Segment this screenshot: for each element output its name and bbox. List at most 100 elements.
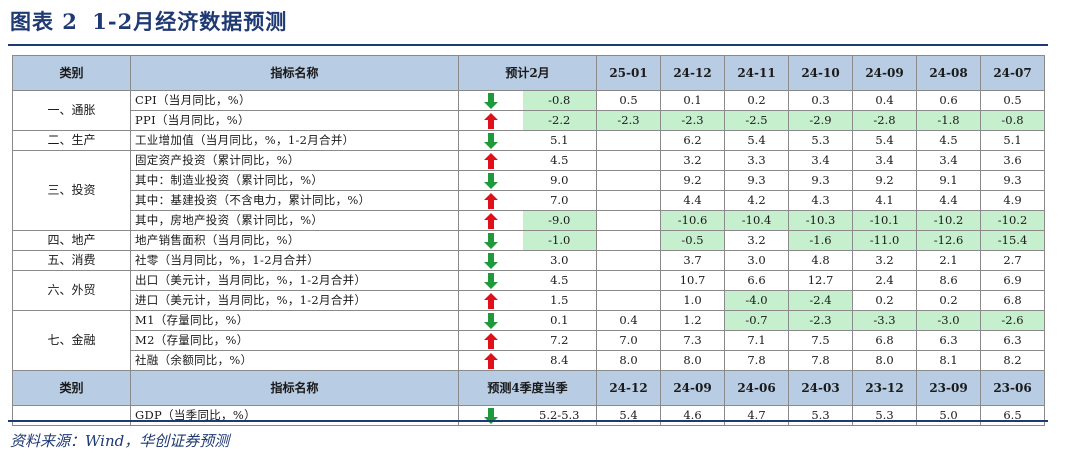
forecast-value: 3.0 — [522, 250, 598, 271]
arrow-down-icon — [483, 313, 498, 329]
arrow-up-icon — [483, 353, 498, 369]
history-value: 5.4 — [852, 130, 918, 151]
trend-arrow-cell — [458, 330, 523, 351]
history-value: -1.8 — [916, 110, 982, 131]
history-value: -10.4 — [724, 210, 790, 231]
history-value: 3.7 — [660, 250, 726, 271]
history-value: -10.6 — [660, 210, 726, 231]
source-note: 资料来源：Wind，华创证券预测 — [10, 432, 230, 450]
history-value: 5.4 — [724, 130, 790, 151]
history-value: -2.3 — [596, 110, 662, 131]
history-value: 5.0 — [916, 405, 982, 426]
table-row: 其中：制造业投资（累计同比，%） 9.0 9.2 9.3 9.3 9.2 9.1 9.3 — [13, 170, 1046, 191]
trend-arrow-cell — [458, 310, 523, 331]
header-period: 24-06 — [724, 370, 790, 406]
history-value: 0.5 — [596, 90, 662, 111]
history-value: 8.6 — [916, 270, 982, 291]
history-value: 4.3 — [788, 190, 854, 211]
table-row: 其中，房地产投资（累计同比，%） -9.0 -10.6 -10.4 -10.3 -10.1… — [13, 210, 1046, 231]
history-value: 7.3 — [660, 330, 726, 351]
history-value: -10.1 — [852, 210, 918, 231]
arrow-down-icon — [483, 133, 498, 149]
forecast-value: -1.0 — [522, 230, 598, 251]
history-value: 6.9 — [980, 270, 1046, 291]
row-indicator: M1（存量同比，%） — [130, 310, 459, 331]
header-period: 24-09 — [852, 55, 918, 91]
history-value: 4.8 — [788, 250, 854, 271]
header-period: 24-12 — [596, 370, 662, 406]
history-value — [596, 150, 662, 171]
forecast-value: 1.5 — [522, 290, 598, 311]
row-category: 四、地产 — [12, 230, 131, 251]
history-value: -2.6 — [980, 310, 1046, 331]
history-value — [596, 250, 662, 271]
history-value: 4.1 — [852, 190, 918, 211]
history-value: 8.2 — [980, 350, 1046, 371]
header-indicator: 指标名称 — [130, 370, 459, 406]
arrow-up-icon — [483, 113, 498, 129]
row-indicator: 工业增加值（当月同比，%，1-2月合并） — [130, 130, 459, 151]
table-row: 四、地产 地产销售面积（当月同比，%） -1.0 -0.5 3.2 -1.6 -11.0 -1… — [12, 230, 1046, 251]
history-value: 7.8 — [724, 350, 790, 371]
row-indicator: 地产销售面积（当月同比，%） — [130, 230, 459, 251]
trend-arrow-cell — [458, 110, 523, 131]
table-row-gdp: GDP（当季同比，%） 5.2-5.3 5.4 4.6 4.7 5.3 5.3 5.0 6.5 — [12, 405, 1046, 426]
history-value: -2.9 — [788, 110, 854, 131]
history-value: 4.4 — [660, 190, 726, 211]
row-category: 七、金融 — [12, 310, 131, 371]
forecast-value: 7.2 — [522, 330, 598, 351]
row-indicator: 其中，房地产投资（累计同比，%） — [130, 210, 459, 231]
history-value: 3.2 — [852, 250, 918, 271]
title-rule — [8, 44, 1048, 46]
history-value: 7.1 — [724, 330, 790, 351]
history-value: 3.4 — [916, 150, 982, 171]
table-row: 进口（美元计，当月同比，%，1-2月合并） 1.5 1.0 -4.0 -2.4 0.2 0.… — [13, 290, 1046, 311]
table-row: 一、通胀 CPI（当月同比，%） -0.8 0.5 0.1 0.2 0.3 0.4 0.6 0.5 — [12, 90, 1046, 131]
row-category: 一、通胀 — [12, 90, 131, 131]
header-period: 24-08 — [916, 55, 982, 91]
history-value: 8.0 — [596, 350, 662, 371]
history-value: 9.1 — [916, 170, 982, 191]
forecast-value: 5.2-5.3 — [522, 405, 598, 426]
history-value: 0.5 — [980, 90, 1046, 111]
forecast-value: 0.1 — [522, 310, 598, 331]
history-value — [596, 290, 662, 311]
header-period: 24-03 — [788, 370, 854, 406]
history-value — [596, 170, 662, 191]
header-forecast: 预测4季度当季 — [457, 370, 598, 406]
trend-arrow-cell — [458, 230, 523, 251]
history-value: 9.2 — [852, 170, 918, 191]
history-value: -10.2 — [980, 210, 1046, 231]
trend-arrow-cell — [458, 130, 523, 151]
row-category — [12, 405, 131, 426]
history-value: 5.1 — [980, 130, 1046, 151]
history-value — [596, 130, 662, 151]
history-value: -0.7 — [724, 310, 790, 331]
row-indicator: CPI（当月同比，%） — [130, 90, 459, 111]
figure-title-text: 1-2月经济数据预测 — [92, 9, 288, 34]
header-forecast: 预计2月 — [457, 55, 598, 91]
arrow-up-icon — [483, 213, 498, 229]
forecast-value: -0.8 — [522, 90, 598, 111]
history-value: 0.2 — [852, 290, 918, 311]
table-row: PPI（当月同比，%） -2.2 -2.3 -2.3 -2.5 -2.9 -2.8 -1.8-… — [13, 110, 1046, 131]
history-value: 6.6 — [724, 270, 790, 291]
history-value: 0.2 — [724, 90, 790, 111]
history-value: 4.2 — [724, 190, 790, 211]
forecast-value: 7.0 — [522, 190, 598, 211]
table-row: 六、外贸 出口（美元计，当月同比，%，1-2月合并） 4.5 10.7 6.6 12.7 2… — [12, 270, 1046, 311]
history-value: 6.8 — [980, 290, 1046, 311]
history-value — [596, 270, 662, 291]
history-value: -10.3 — [788, 210, 854, 231]
history-value: -0.8 — [980, 110, 1046, 131]
arrow-up-icon — [483, 193, 498, 209]
history-value: 2.7 — [980, 250, 1046, 271]
trend-arrow-cell — [458, 150, 523, 171]
table-row: 三、投资 固定资产投资（累计同比，%） 4.5 3.2 3.3 3.4 3.4 3.4 3.6 — [12, 150, 1046, 231]
history-value: 0.2 — [916, 290, 982, 311]
row-indicator: 出口（美元计，当月同比，%，1-2月合并） — [130, 270, 459, 291]
row-indicator: 社融（余额同比，%） — [130, 350, 459, 371]
history-value: 8.0 — [852, 350, 918, 371]
history-value: 3.6 — [980, 150, 1046, 171]
history-value: 12.7 — [788, 270, 854, 291]
